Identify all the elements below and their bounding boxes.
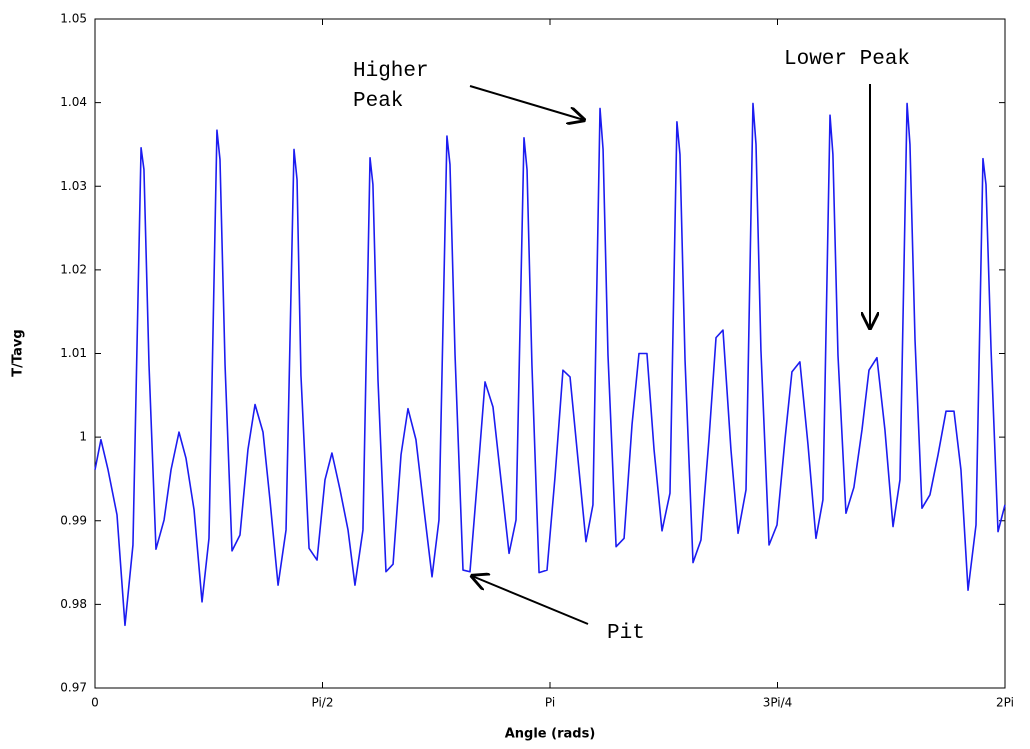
y-tick-label: 1 <box>79 430 87 444</box>
y-axis-title: T/Tavg <box>11 329 26 376</box>
x-tick-label: 2Pi <box>996 696 1014 710</box>
annotation-line: Peak <box>353 90 403 113</box>
x-axis-title: Angle (rads) <box>505 727 596 742</box>
y-tick-label: 0.97 <box>60 681 87 695</box>
annotation: Pit <box>607 622 645 645</box>
annotation-arrow <box>472 576 589 625</box>
y-tick-label: 1.05 <box>60 12 87 26</box>
annotation-line: Pit <box>607 622 645 645</box>
x-tick-label: 3Pi/4 <box>763 696 793 710</box>
x-tick-label: Pi <box>545 696 555 710</box>
y-tick-label: 1.04 <box>60 95 87 109</box>
y-tick-label: 1.01 <box>60 346 87 360</box>
data-line <box>94 102 1006 627</box>
annotation-line: Lower Peak <box>784 48 910 71</box>
annotation: Higher Peak <box>353 60 429 113</box>
annotation-arrow <box>469 85 584 120</box>
x-tick-label: 0 <box>91 696 99 710</box>
annotation: Lower Peak <box>784 48 910 71</box>
y-tick-label: 1.02 <box>60 262 87 276</box>
x-tick-label: Pi/2 <box>312 696 334 710</box>
y-tick-label: 1.03 <box>60 179 87 193</box>
y-tick-label: 0.99 <box>60 513 87 527</box>
y-tick-label: 0.98 <box>60 597 87 611</box>
annotation-line: Higher <box>353 60 429 83</box>
plot-frame <box>94 18 1006 689</box>
